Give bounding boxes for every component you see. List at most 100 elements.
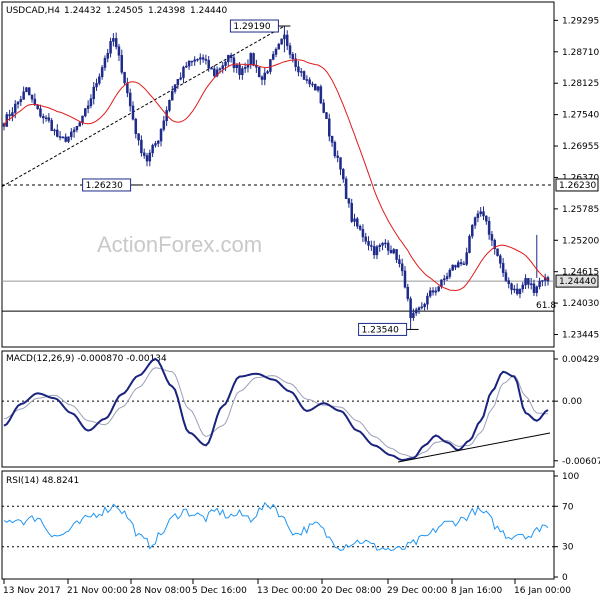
candle bbox=[496, 248, 499, 257]
candle bbox=[465, 247, 468, 266]
watermark: ActionForex.com bbox=[97, 232, 262, 257]
candle bbox=[114, 32, 118, 50]
candle bbox=[47, 113, 51, 123]
candle bbox=[532, 279, 536, 297]
candle bbox=[333, 140, 337, 159]
rising-trendline bbox=[1, 25, 285, 188]
rsi-panel-title: RSI(14) 48.8241 bbox=[6, 476, 79, 486]
candle bbox=[501, 257, 505, 277]
candle bbox=[120, 49, 124, 75]
candle bbox=[238, 62, 241, 80]
candle bbox=[224, 60, 227, 71]
price-panel-title: USDCAD,H4 bbox=[6, 6, 60, 16]
x-tick-label: 29 Dec 00:00 bbox=[387, 586, 448, 596]
candle bbox=[392, 248, 396, 255]
x-tick-label: 28 Nov 08:00 bbox=[130, 586, 191, 596]
candle bbox=[299, 67, 303, 77]
price-y-tick-label: 1.24615 bbox=[562, 268, 599, 278]
price-y-tick-label: 1.25785 bbox=[562, 205, 599, 215]
candle bbox=[319, 84, 323, 105]
rsi-line bbox=[3, 501, 549, 552]
macd-y-axis: 0.004297 0.00 -0.006071 bbox=[554, 355, 600, 467]
candle bbox=[61, 136, 65, 139]
candle bbox=[364, 232, 367, 245]
macd-trendline bbox=[397, 432, 551, 463]
price-y-tick-label: 1.28710 bbox=[562, 48, 599, 58]
rsi-y-tick-label: 70 bbox=[562, 502, 574, 512]
candle bbox=[50, 117, 53, 132]
candle bbox=[140, 135, 143, 157]
candle bbox=[277, 42, 281, 50]
price-tag-label: 1.24440 bbox=[559, 277, 596, 287]
candle bbox=[221, 61, 224, 74]
candle bbox=[328, 113, 331, 142]
candle bbox=[524, 274, 527, 290]
candle bbox=[297, 61, 300, 77]
candle bbox=[84, 108, 87, 118]
macd-panel-title: MACD(12,26,9) -0.000870 -0.00134 bbox=[6, 354, 167, 364]
candle bbox=[11, 107, 14, 122]
candle bbox=[19, 95, 23, 106]
candle bbox=[499, 254, 502, 269]
candle bbox=[395, 249, 398, 263]
candle bbox=[367, 236, 370, 251]
candle bbox=[527, 278, 530, 289]
price-y-tick-label: 1.25200 bbox=[562, 236, 599, 246]
rsi-y-tick-label: 0 bbox=[562, 573, 568, 583]
candle bbox=[510, 282, 513, 295]
candle bbox=[389, 245, 393, 254]
price-y-tick-label: 1.28125 bbox=[562, 79, 599, 89]
candle bbox=[316, 86, 320, 93]
candle bbox=[128, 88, 132, 112]
candle bbox=[266, 69, 269, 75]
candle bbox=[426, 292, 429, 310]
candle bbox=[103, 55, 107, 71]
price-annotation: 1.26230 bbox=[82, 178, 143, 192]
candle bbox=[22, 86, 25, 100]
candle bbox=[339, 157, 342, 176]
price-annotation: 1.29190 bbox=[229, 19, 291, 33]
candle bbox=[213, 65, 216, 78]
candle bbox=[521, 281, 525, 293]
candle bbox=[372, 240, 376, 259]
candle bbox=[291, 52, 295, 63]
candle bbox=[302, 70, 306, 80]
candle bbox=[274, 47, 278, 58]
annotation-label: 1.26230 bbox=[86, 181, 123, 191]
candle bbox=[117, 43, 121, 62]
candle bbox=[185, 61, 188, 69]
candle bbox=[420, 302, 424, 310]
macd-panel-frame bbox=[1, 350, 555, 468]
macd-y-tick-label: -0.006071 bbox=[562, 457, 600, 467]
candle bbox=[400, 258, 404, 277]
candle bbox=[137, 133, 140, 146]
candle bbox=[473, 216, 477, 229]
candle bbox=[353, 213, 356, 227]
candle bbox=[431, 287, 435, 296]
candle bbox=[451, 264, 454, 272]
candle bbox=[330, 135, 334, 147]
candle bbox=[182, 65, 185, 84]
candle bbox=[176, 79, 180, 89]
candle bbox=[58, 131, 62, 141]
candle bbox=[294, 53, 297, 72]
candle bbox=[106, 48, 110, 63]
price-y-axis: 1.29295 1.28710 1.28125 1.27540 1.26955 1.263… bbox=[554, 16, 599, 341]
candle bbox=[378, 243, 382, 252]
candle bbox=[482, 206, 485, 221]
candle bbox=[271, 51, 275, 61]
candle bbox=[381, 242, 384, 251]
price-y-tick-label: 1.29295 bbox=[562, 16, 599, 26]
candle bbox=[145, 152, 149, 167]
candle bbox=[159, 128, 163, 147]
price-y-tick-label: 1.27540 bbox=[562, 111, 599, 121]
candle bbox=[263, 67, 267, 86]
candle bbox=[471, 224, 474, 239]
macd-signal-line bbox=[3, 367, 549, 458]
price-tags: 1.26230 1.24440 bbox=[555, 178, 599, 288]
candle bbox=[398, 254, 401, 268]
candle bbox=[123, 71, 126, 85]
candle bbox=[375, 245, 379, 260]
candle bbox=[541, 280, 544, 287]
